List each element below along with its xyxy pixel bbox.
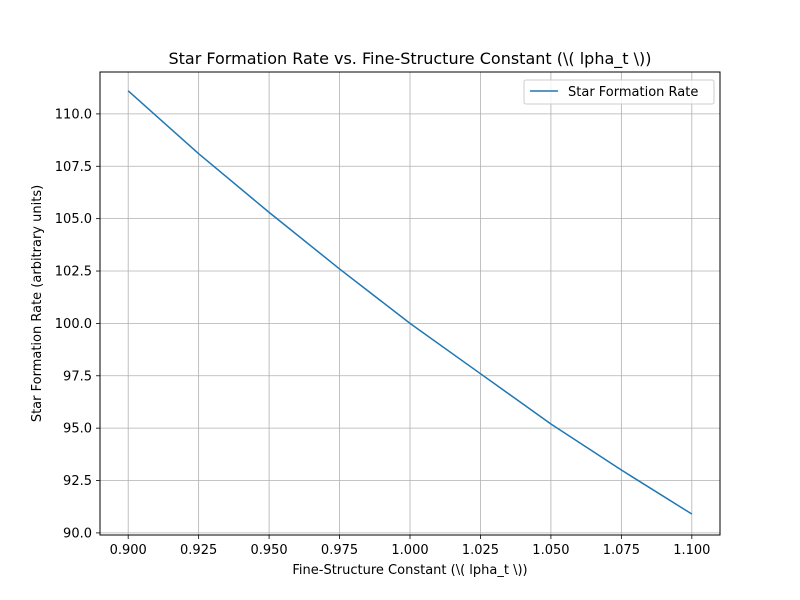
x-tick-label: 0.925 [180, 543, 217, 558]
ticks-layer: 0.900 0.925 0.950 0.975 1.000 1.025 1.050 1.075… [55, 107, 711, 558]
grid-layer [100, 72, 720, 535]
y-tick-label: 92.5 [63, 474, 92, 489]
x-tick-label: 0.950 [250, 543, 287, 558]
y-axis-label: Star Formation Rate (arbitrary units) [30, 185, 45, 422]
legend-label-star-formation-rate: Star Formation Rate [568, 85, 698, 100]
x-tick-label: 1.100 [673, 543, 710, 558]
y-tick-label: 102.5 [55, 265, 92, 280]
x-tick-label: 1.075 [603, 543, 640, 558]
x-tick-label: 0.900 [110, 543, 147, 558]
x-tick-label: 0.975 [321, 543, 358, 558]
y-tick-label: 107.5 [55, 160, 92, 175]
legend: Star Formation Rate [524, 80, 714, 104]
x-tick-label: 1.025 [462, 543, 499, 558]
chart-title: Star Formation Rate vs. Fine-Structure C… [168, 49, 651, 69]
y-tick-label: 105.0 [55, 212, 92, 227]
y-tick-label: 110.0 [55, 107, 92, 122]
x-tick-label: 1.050 [532, 543, 569, 558]
x-axis-label: Fine-Structure Constant (\( lpha_t \)) [292, 563, 527, 578]
y-tick-label: 97.5 [63, 369, 92, 384]
y-tick-label: 95.0 [63, 422, 92, 437]
y-tick-label: 100.0 [55, 317, 92, 332]
y-tick-label: 90.0 [63, 526, 92, 541]
x-tick-label: 1.000 [391, 543, 428, 558]
